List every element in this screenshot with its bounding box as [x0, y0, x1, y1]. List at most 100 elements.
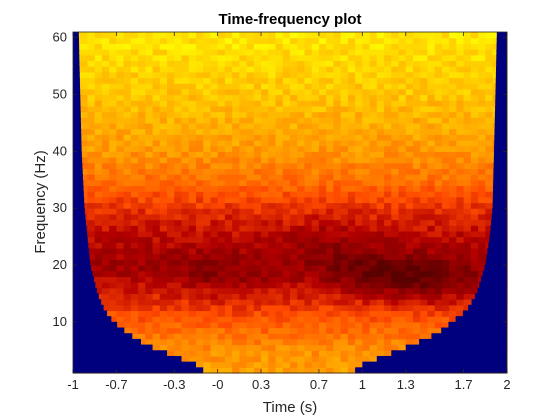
- heatmap-cell: [217, 162, 226, 169]
- heatmap-cell: [463, 66, 472, 73]
- heatmap-cell: [232, 128, 240, 135]
- mask-right-band: [494, 139, 507, 147]
- heatmap-cell: [210, 367, 219, 374]
- heatmap-cell: [174, 185, 183, 192]
- heatmap-cell: [87, 128, 96, 135]
- heatmap-cell: [391, 247, 400, 255]
- heatmap-cell: [246, 128, 255, 135]
- heatmap-cell: [109, 134, 117, 141]
- heatmap-cell: [224, 344, 233, 351]
- heatmap-cell: [130, 265, 139, 272]
- mask-left-band: [73, 259, 91, 266]
- mask-right-band: [496, 37, 507, 44]
- heatmap-cell: [427, 54, 436, 62]
- heatmap-cell: [239, 213, 248, 221]
- heatmap-cell: [188, 316, 197, 323]
- heatmap-cell: [239, 66, 248, 73]
- heatmap-cell: [87, 236, 96, 243]
- heatmap-cell: [376, 117, 385, 124]
- heatmap-cell: [101, 88, 110, 96]
- heatmap-cell: [478, 100, 486, 107]
- heatmap-cell: [355, 259, 363, 266]
- heatmap-cell: [268, 355, 277, 363]
- heatmap-cell: [109, 287, 117, 295]
- x-axis: -1 -0.7 -0.3 -0 0.3 0.7 1 1.3 1.7 2: [67, 32, 511, 392]
- heatmap-cell: [275, 236, 284, 243]
- heatmap-cell: [203, 355, 212, 363]
- heatmap-cell: [347, 60, 356, 67]
- heatmap-cell: [130, 77, 139, 84]
- heatmap-cell: [203, 350, 212, 357]
- heatmap-cell: [311, 344, 320, 351]
- heatmap-cell: [159, 157, 168, 164]
- heatmap-cell: [398, 219, 407, 226]
- heatmap-cell: [217, 94, 226, 101]
- mask-right-band: [487, 247, 507, 255]
- heatmap-cell: [304, 367, 313, 374]
- heatmap-cell: [340, 83, 349, 90]
- heatmap-cell: [478, 174, 486, 181]
- y-axis-title: Frequency (Hz): [32, 150, 49, 253]
- heatmap-cell: [181, 157, 190, 164]
- heatmap-cell: [181, 117, 190, 124]
- heatmap-cell: [304, 265, 313, 272]
- heatmap-cell: [123, 299, 132, 306]
- heatmap-cell: [333, 361, 342, 368]
- heatmap-cell: [304, 333, 313, 340]
- heatmap-cell: [427, 310, 436, 317]
- heatmap-cell: [224, 259, 233, 266]
- heatmap-cell: [152, 208, 161, 215]
- heatmap-cell: [347, 338, 356, 346]
- heatmap-cell: [333, 32, 342, 39]
- heatmap-cell: [188, 37, 197, 44]
- heatmap-cell: [362, 117, 371, 124]
- heatmap-cell: [239, 367, 248, 374]
- heatmap-cell: [398, 299, 407, 306]
- heatmap-cell: [398, 276, 407, 283]
- heatmap-cell: [188, 60, 197, 67]
- heatmap-cell: [167, 174, 175, 181]
- heatmap-cell: [478, 230, 486, 238]
- heatmap-cell: [268, 304, 277, 312]
- heatmap-cell: [470, 276, 479, 283]
- heatmap-cell: [232, 174, 240, 181]
- heatmap-cell: [449, 60, 457, 67]
- heatmap-cell: [326, 327, 334, 334]
- heatmap-cell: [195, 265, 204, 272]
- heatmap-cell: [340, 350, 349, 357]
- heatmap-cell: [282, 265, 291, 272]
- heatmap-cell: [87, 174, 96, 181]
- heatmap-cell: [318, 202, 327, 209]
- heatmap-cell: [282, 259, 291, 266]
- mask-right-band: [490, 225, 507, 232]
- heatmap-cell: [311, 242, 320, 249]
- heatmap-cell: [456, 276, 465, 283]
- heatmap-cell: [210, 157, 219, 164]
- heatmap-cell: [203, 333, 212, 340]
- heatmap-cell: [304, 162, 313, 169]
- heatmap-cell: [188, 83, 197, 90]
- heatmap-cell: [261, 185, 269, 192]
- heatmap-cell: [478, 105, 486, 113]
- heatmap-cell: [347, 32, 356, 39]
- heatmap-cell: [224, 94, 233, 101]
- heatmap-cell: [347, 191, 356, 198]
- heatmap-cell: [261, 32, 269, 39]
- heatmap-cell: [427, 299, 436, 306]
- heatmap-cell: [456, 265, 465, 272]
- heatmap-cell: [145, 333, 154, 340]
- heatmap-cell: [181, 60, 190, 67]
- mask-right-band: [480, 276, 507, 283]
- heatmap-cell: [427, 327, 436, 334]
- mask-left-band: [73, 83, 81, 90]
- heatmap-cell: [463, 71, 472, 79]
- heatmap-cell: [261, 134, 269, 141]
- heatmap-cell: [369, 327, 378, 334]
- heatmap-cell: [109, 213, 117, 221]
- heatmap-cell: [405, 145, 414, 152]
- heatmap-cell: [101, 32, 110, 39]
- heatmap-cell: [224, 253, 233, 260]
- heatmap-cell: [109, 310, 117, 317]
- heatmap-cell: [282, 333, 291, 340]
- heatmap-cell: [376, 185, 385, 192]
